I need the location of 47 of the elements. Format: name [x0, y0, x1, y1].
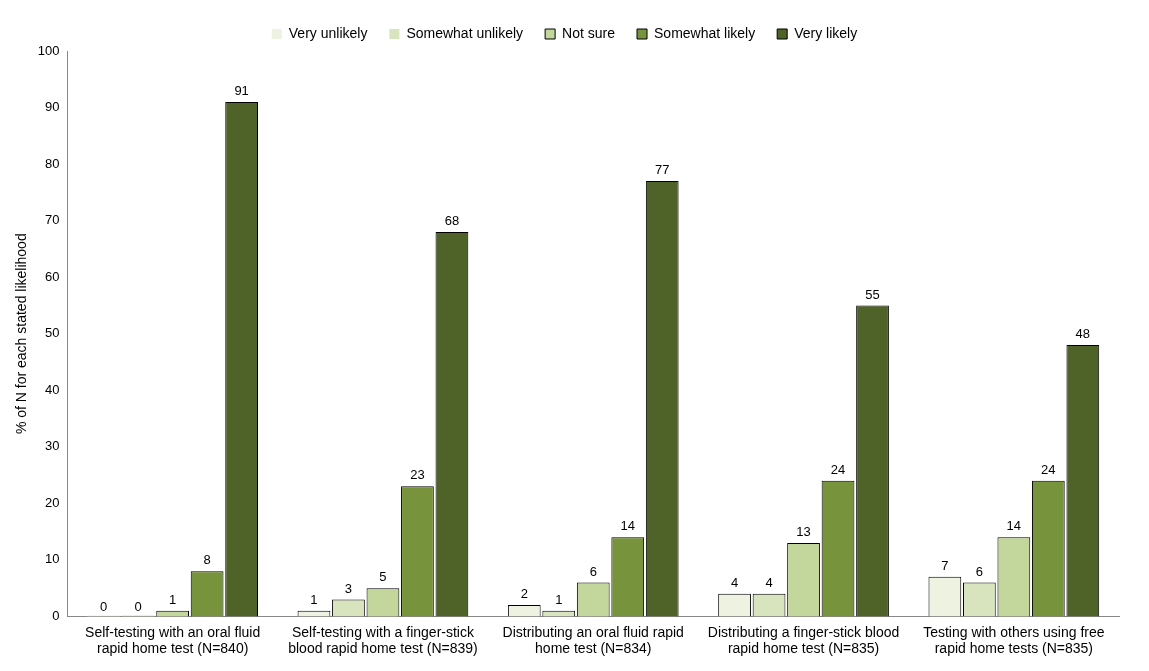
x-tick-label: Self-testing with a finger-stick blood rapid home test (N=839)	[288, 623, 478, 657]
y-tick-label: 0	[52, 607, 60, 623]
data-label: 24	[830, 461, 846, 477]
data-label: 14	[1006, 518, 1022, 534]
data-label: 14	[620, 518, 635, 534]
legend-label: Very likely	[794, 24, 858, 41]
y-tick-label: 50	[45, 325, 60, 341]
data-label: 7	[941, 557, 949, 573]
data-label: 2	[520, 586, 528, 602]
data-label: 0	[134, 599, 142, 615]
x-tick-label: Distributing an oral fluid rapid home test (N=834)	[502, 623, 684, 657]
data-label: 13	[796, 523, 811, 539]
data-label: 68	[444, 213, 460, 229]
y-tick-label: 40	[45, 381, 60, 397]
y-tick-label: 30	[45, 438, 60, 454]
data-label: 55	[865, 286, 880, 302]
data-label: 0	[100, 599, 108, 615]
x-tick-label: Self-testing with an oral fluid rapid home test (N=840)	[85, 623, 261, 657]
data-label: 24	[1041, 461, 1056, 477]
data-label: 8	[203, 552, 211, 568]
data-label: 4	[765, 574, 773, 590]
y-tick-label: 80	[45, 155, 60, 171]
legend-label: Not sure	[562, 24, 616, 41]
y-tick-label: 90	[45, 99, 60, 115]
data-label: 23	[410, 467, 425, 483]
data-label: 77	[654, 162, 670, 178]
data-label: 3	[344, 580, 353, 596]
legend-label: Very unlikely	[288, 24, 368, 41]
y-axis-title: % of N for each stated likelihood	[13, 233, 30, 435]
legend-label: Somewhat likely	[654, 24, 756, 41]
data-label: 1	[169, 591, 177, 607]
data-label: 4	[730, 574, 739, 590]
x-tick-label: Distributing a finger-stick blood rapid home test (N=835)	[707, 623, 900, 657]
y-tick-label: 10	[45, 551, 60, 567]
legend-label: Somewhat unlikely	[406, 24, 524, 41]
data-label: 6	[975, 563, 983, 579]
data-label: 1	[310, 591, 318, 607]
y-tick-label: 70	[45, 212, 60, 228]
x-tick-label: Testing with others using free rapid home tests (N=835)	[923, 623, 1105, 657]
y-tick-label: 100	[37, 42, 60, 58]
y-tick-label: 20	[45, 494, 60, 510]
data-label: 48	[1075, 326, 1091, 342]
data-label: 5	[379, 569, 387, 585]
data-label: 6	[589, 563, 597, 579]
y-tick-label: 60	[45, 268, 60, 284]
data-label: 91	[234, 82, 249, 98]
data-label: 1	[555, 591, 563, 607]
